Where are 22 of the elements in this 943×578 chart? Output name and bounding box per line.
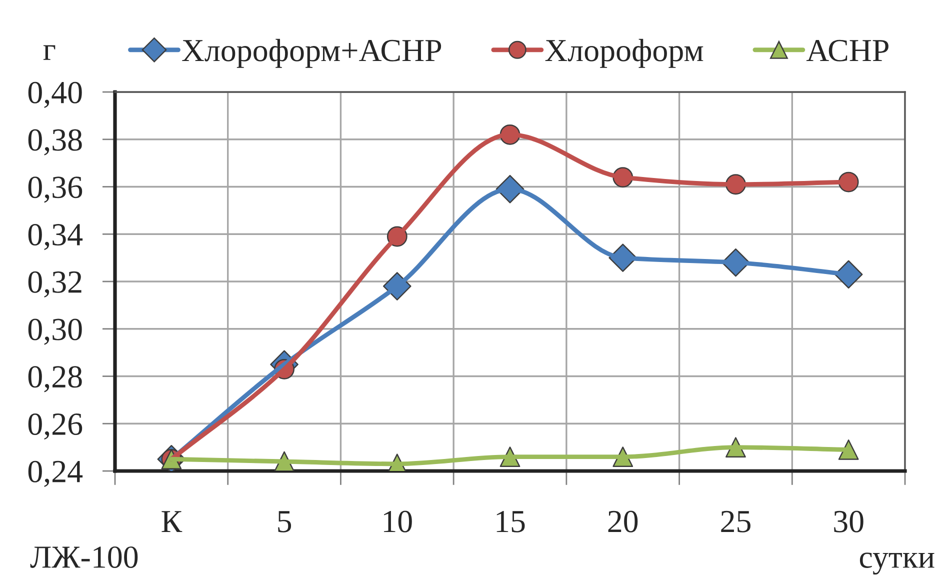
- x-axis-title: сутки: [860, 552, 934, 575]
- x-tick-label: 25: [721, 510, 750, 532]
- x-tick-label: 20: [608, 510, 638, 532]
- y-tick-label: 0,28: [28, 366, 82, 392]
- legend-label: Хлороформ+АСНР: [182, 38, 442, 68]
- text: ЛЖ-100: [30, 546, 138, 568]
- x-tick-label: 10: [384, 510, 412, 532]
- x-tick-label: К: [162, 511, 182, 532]
- y-tick-label: 0,40: [28, 82, 82, 108]
- y-tick-label: 0,34: [28, 224, 83, 250]
- legend-label: Хлороформ: [545, 38, 704, 68]
- x-tick-label: 5: [278, 511, 292, 532]
- y-tick-label: 0,36: [28, 176, 82, 203]
- y-tick-label: 0,30: [28, 318, 82, 345]
- y-tick-label: 0,38: [28, 129, 82, 156]
- x-tick-label: 15: [496, 510, 525, 532]
- y-tick-label: 0,32: [28, 271, 82, 298]
- y-axis-title: г: [43, 45, 56, 60]
- x-tick-label: 30: [834, 510, 864, 532]
- y-tick-label: 0,26: [28, 413, 82, 440]
- y-tick-label: 0,24: [28, 460, 83, 487]
- legend-label: АСНР: [806, 40, 888, 62]
